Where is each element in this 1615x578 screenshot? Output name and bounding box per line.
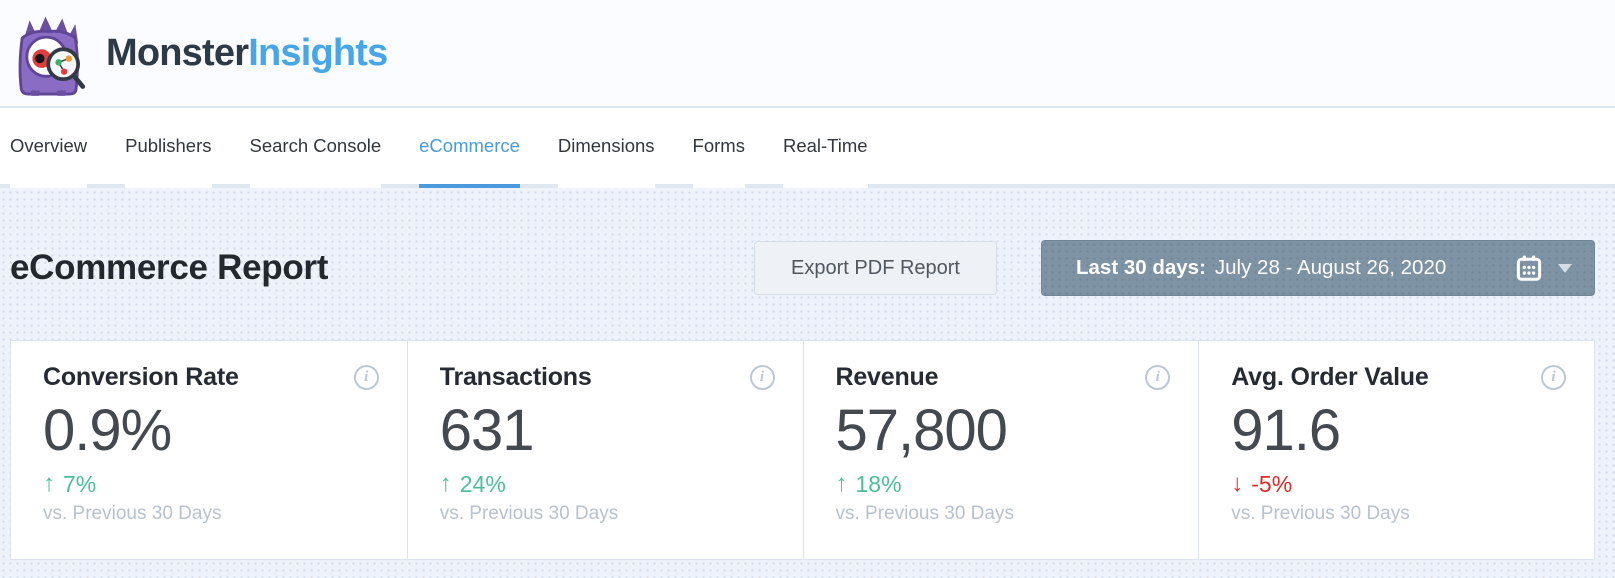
- kpi-cards: Conversion Rate i 0.9% ↑ 7% vs. Previous…: [10, 340, 1595, 560]
- card-value: 91.6: [1231, 398, 1341, 463]
- trend-down-icon: ↓: [1231, 470, 1244, 497]
- info-icon[interactable]: i: [749, 365, 775, 390]
- card-change: ↑ 7%: [43, 470, 379, 498]
- brand-logo[interactable]: MonsterInsights: [10, 10, 388, 96]
- chevron-down-icon: [1558, 263, 1572, 273]
- change-value: 18%: [855, 470, 902, 497]
- monster-mascot-icon: [18, 16, 86, 96]
- date-range-label: Last 30 days:: [1076, 256, 1206, 279]
- trend-up-icon: ↑: [43, 470, 55, 497]
- card-value: 631: [439, 398, 535, 463]
- change-value: 7%: [63, 470, 97, 497]
- tab-ecommerce[interactable]: eCommerce: [419, 108, 520, 188]
- info-icon[interactable]: i: [353, 365, 379, 390]
- brand-wordmark: MonsterInsights: [106, 31, 388, 75]
- tab-search-console[interactable]: Search Console: [249, 108, 382, 188]
- calendar-icon: [1516, 255, 1542, 281]
- card-avg-order-value: Avg. Order Value i 91.6 ↓ -5% vs. Previo…: [1198, 341, 1594, 559]
- date-range-value: July 28 - August 26, 2020: [1214, 256, 1447, 279]
- change-value: 24%: [459, 470, 506, 497]
- compare-label: vs. Previous 30 Days: [43, 503, 222, 524]
- trend-up-icon: ↑: [439, 470, 452, 497]
- card-value: 0.9%: [43, 398, 172, 463]
- compare-label: vs. Previous 30 Days: [835, 503, 1014, 524]
- card-change: ↑ 18%: [836, 470, 1171, 498]
- card-title: Conversion Rate: [43, 363, 239, 391]
- info-icon[interactable]: i: [1145, 365, 1171, 390]
- brand-word-secondary: Insights: [248, 31, 388, 74]
- card-title: Revenue: [835, 363, 939, 391]
- compare-label: vs. Previous 30 Days: [439, 503, 619, 524]
- report-actions: Export PDF Report Last 30 days: July 28 …: [754, 240, 1595, 296]
- card-title: Avg. Order Value: [1231, 363, 1429, 391]
- page-title: eCommerce Report: [10, 248, 329, 287]
- change-value: -5%: [1251, 470, 1293, 497]
- app-header: MonsterInsights: [0, 0, 1615, 108]
- tab-publishers[interactable]: Publishers: [125, 108, 212, 188]
- date-range-picker[interactable]: Last 30 days: July 28 - August 26, 2020: [1041, 240, 1595, 296]
- report-header-row: eCommerce Report Export PDF Report Last …: [0, 188, 1615, 296]
- card-conversion-rate: Conversion Rate i 0.9% ↑ 7% vs. Previous…: [11, 341, 407, 559]
- tab-overview[interactable]: Overview: [10, 108, 88, 188]
- card-value: 57,800: [835, 398, 1008, 463]
- compare-label: vs. Previous 30 Days: [1231, 503, 1410, 524]
- card-change: ↑ 24%: [440, 470, 775, 498]
- card-revenue: Revenue i 57,800 ↑ 18% vs. Previous 30 D…: [802, 341, 1199, 559]
- tab-real-time[interactable]: Real-Time: [782, 108, 868, 188]
- card-title: Transactions: [439, 363, 592, 391]
- trend-up-icon: ↑: [835, 470, 848, 497]
- export-pdf-button[interactable]: Export PDF Report: [754, 241, 997, 295]
- card-change: ↓ -5%: [1231, 470, 1566, 498]
- tab-dimensions[interactable]: Dimensions: [557, 108, 655, 188]
- brand-word-primary: Monster: [106, 31, 249, 74]
- report-nav: Overview Publishers Search Console eComm…: [0, 108, 1615, 188]
- info-icon[interactable]: i: [1541, 365, 1566, 390]
- card-transactions: Transactions i 631 ↑ 24% vs. Previous 30…: [406, 341, 803, 559]
- tab-forms[interactable]: Forms: [692, 108, 745, 188]
